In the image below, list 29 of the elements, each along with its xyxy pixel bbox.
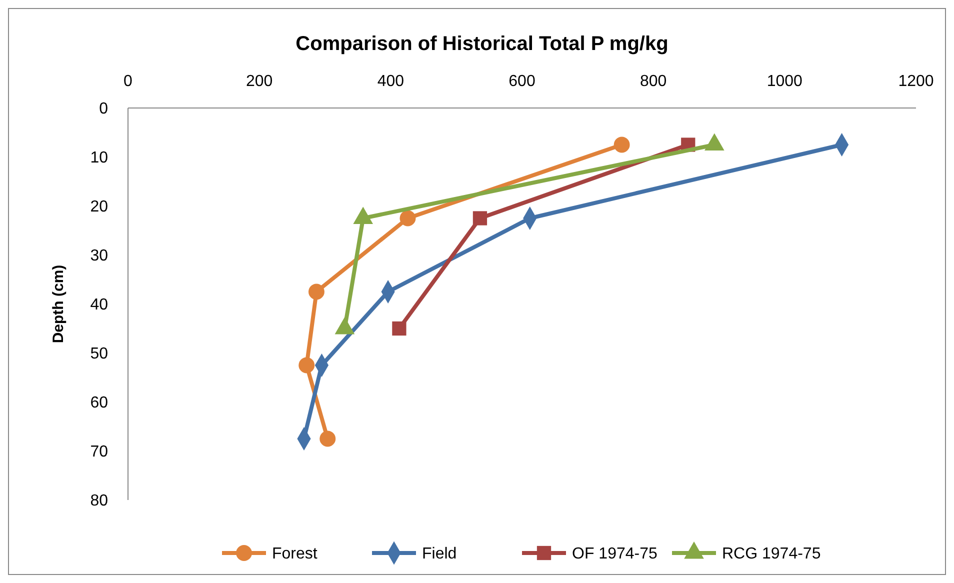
x-tick-label: 0 bbox=[124, 73, 133, 90]
point bbox=[298, 357, 315, 374]
y-tick-label: 0 bbox=[99, 100, 108, 118]
legend-label: RCG 1974-75 bbox=[722, 546, 821, 563]
y-tick-label: 20 bbox=[90, 198, 108, 216]
point bbox=[392, 321, 406, 336]
y-tick-label: 10 bbox=[90, 150, 108, 167]
point bbox=[320, 430, 336, 447]
y-axis-title: Depth (cm) bbox=[50, 264, 67, 344]
legend-label: Field bbox=[422, 546, 457, 563]
y-tick-label: 30 bbox=[90, 248, 108, 265]
point bbox=[614, 136, 630, 153]
x-tick-label: 400 bbox=[377, 73, 404, 90]
x-tick-label: 1200 bbox=[898, 73, 934, 90]
legend-label: Forest bbox=[272, 546, 318, 563]
x-tick-label: 800 bbox=[640, 73, 667, 90]
y-tick-label: 60 bbox=[90, 394, 108, 412]
legend-label: OF 1974-75 bbox=[572, 546, 658, 563]
point bbox=[472, 211, 488, 226]
y-tick-label: 80 bbox=[90, 492, 108, 510]
point bbox=[308, 284, 324, 300]
chart-title: Comparison of Historical Total P mg/kg bbox=[296, 33, 668, 55]
point bbox=[400, 210, 416, 226]
y-tick-label: 40 bbox=[90, 296, 108, 314]
x-tick-label: 600 bbox=[508, 73, 536, 90]
x-tick-label: 1000 bbox=[766, 73, 803, 90]
y-tick-label: 70 bbox=[90, 444, 108, 461]
y-tick-label: 50 bbox=[90, 346, 108, 363]
x-tick-label: 200 bbox=[246, 73, 273, 90]
